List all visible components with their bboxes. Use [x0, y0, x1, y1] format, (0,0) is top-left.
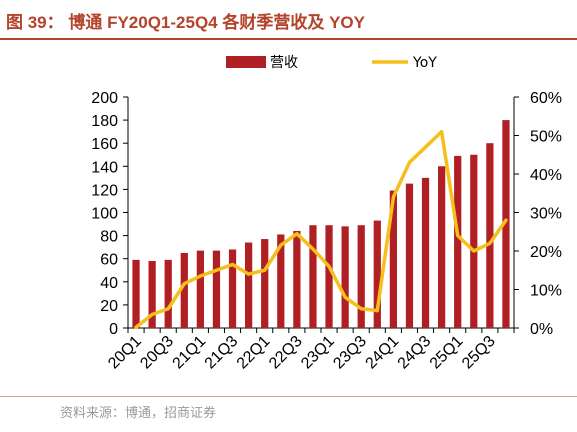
revenue-bar [438, 166, 446, 328]
y-left-tick-label: 60 [100, 252, 118, 269]
revenue-bar [180, 252, 188, 328]
revenue-yoy-chart: 0 20 40 60 80 100 120 140 160 180 200 0% 10% 20% 30% 40… [91, 55, 562, 373]
yoy-point [376, 309, 379, 312]
y-right-tick-label: 50% [530, 129, 562, 146]
y-left-tick-label: 0 [109, 321, 118, 338]
revenue-bar [148, 261, 156, 328]
yoy-point [231, 263, 234, 266]
revenue-bar [405, 183, 414, 328]
legend-swatch-revenue [226, 56, 266, 68]
yoy-point [424, 145, 427, 149]
yoy-point [472, 249, 475, 253]
yoy-point [134, 326, 138, 329]
revenue-bar [309, 225, 317, 328]
yoy-point [247, 272, 250, 276]
revenue-bar [293, 230, 301, 328]
y-left-tick-label: 80 [100, 229, 118, 246]
revenue-bar [277, 234, 285, 328]
yoy-point [167, 307, 170, 310]
y-left-tick-label: 100 [91, 206, 118, 223]
yoy-point [504, 219, 508, 222]
revenue-bar [357, 225, 365, 328]
yoy-point [456, 234, 459, 237]
x-tick-label: 24Q1 [363, 333, 403, 373]
revenue-bar [470, 154, 478, 328]
y-left-tick-label: 120 [91, 182, 118, 199]
yoy-point [183, 282, 186, 285]
y-right-tick-label: 10% [530, 283, 562, 300]
x-tick-label: 20Q3 [137, 333, 177, 373]
revenue-bar [486, 143, 494, 328]
y-left-tick-label: 40 [100, 275, 118, 292]
revenue-bar [502, 120, 510, 328]
revenue-bar [454, 155, 462, 328]
revenue-bar [196, 250, 204, 328]
yoy-point [150, 313, 154, 316]
y-right-tick-label: 60% [530, 90, 562, 107]
yoy-point [263, 269, 266, 272]
x-tick-label: 20Q1 [105, 333, 145, 373]
yoy-point [279, 244, 282, 247]
y-left-tick-label: 200 [91, 90, 118, 107]
x-tick-label: 24Q3 [395, 333, 435, 373]
x-tick-label: 25Q3 [459, 333, 499, 373]
y-left-tick-label: 180 [91, 113, 118, 130]
revenue-bar [212, 250, 221, 328]
yoy-point [392, 195, 395, 199]
yoy-line [134, 129, 508, 329]
source-note: 资料来源：博通，招商证券 [60, 406, 217, 421]
x-tick-label: 21Q1 [170, 333, 210, 373]
y-right-tick-label: 20% [530, 244, 562, 261]
revenue-bar [341, 226, 349, 328]
revenue-bar [389, 190, 397, 328]
yoy-point [327, 265, 331, 268]
y-left-tick-label: 160 [91, 136, 118, 153]
revenue-bar [164, 259, 172, 328]
title-divider [0, 38, 577, 40]
x-tick-label: 25Q1 [427, 333, 467, 373]
x-tick-label: 23Q1 [298, 333, 338, 373]
y-right-tick-label: 0% [530, 321, 553, 338]
yoy-point [311, 247, 315, 251]
revenue-bar [132, 259, 140, 328]
yoy-point [488, 242, 492, 245]
legend-label-revenue: 营收 [270, 55, 298, 71]
yoy-point [440, 130, 443, 133]
revenue-bar [373, 220, 381, 328]
yoy-point [408, 161, 411, 164]
x-tick-label: 22Q1 [234, 333, 274, 373]
x-tick-label: 21Q3 [202, 333, 242, 373]
yoy-point [343, 296, 347, 299]
revenue-bar [421, 177, 430, 328]
yoy-point [215, 269, 218, 272]
yoy-point [360, 307, 363, 310]
footer-divider [0, 396, 577, 397]
y-left-tick-label: 140 [91, 159, 118, 176]
yoy-point [199, 274, 202, 278]
y-right-tick-label: 30% [530, 206, 562, 223]
y-right-tick-label: 40% [530, 167, 562, 184]
revenue-bar [245, 242, 253, 328]
figure-title: 图 39： 博通 FY20Q1-25Q4 各财季营收及 YOY [6, 13, 365, 32]
legend-label-yoy: YoY [412, 55, 437, 71]
x-tick-label: 22Q3 [266, 333, 306, 373]
yoy-point [295, 232, 299, 235]
revenue-bar [228, 249, 237, 328]
revenue-bar [261, 239, 269, 328]
x-tick-label: 23Q3 [330, 333, 370, 373]
y-left-tick-label: 20 [100, 298, 118, 315]
revenue-bar [325, 225, 333, 328]
